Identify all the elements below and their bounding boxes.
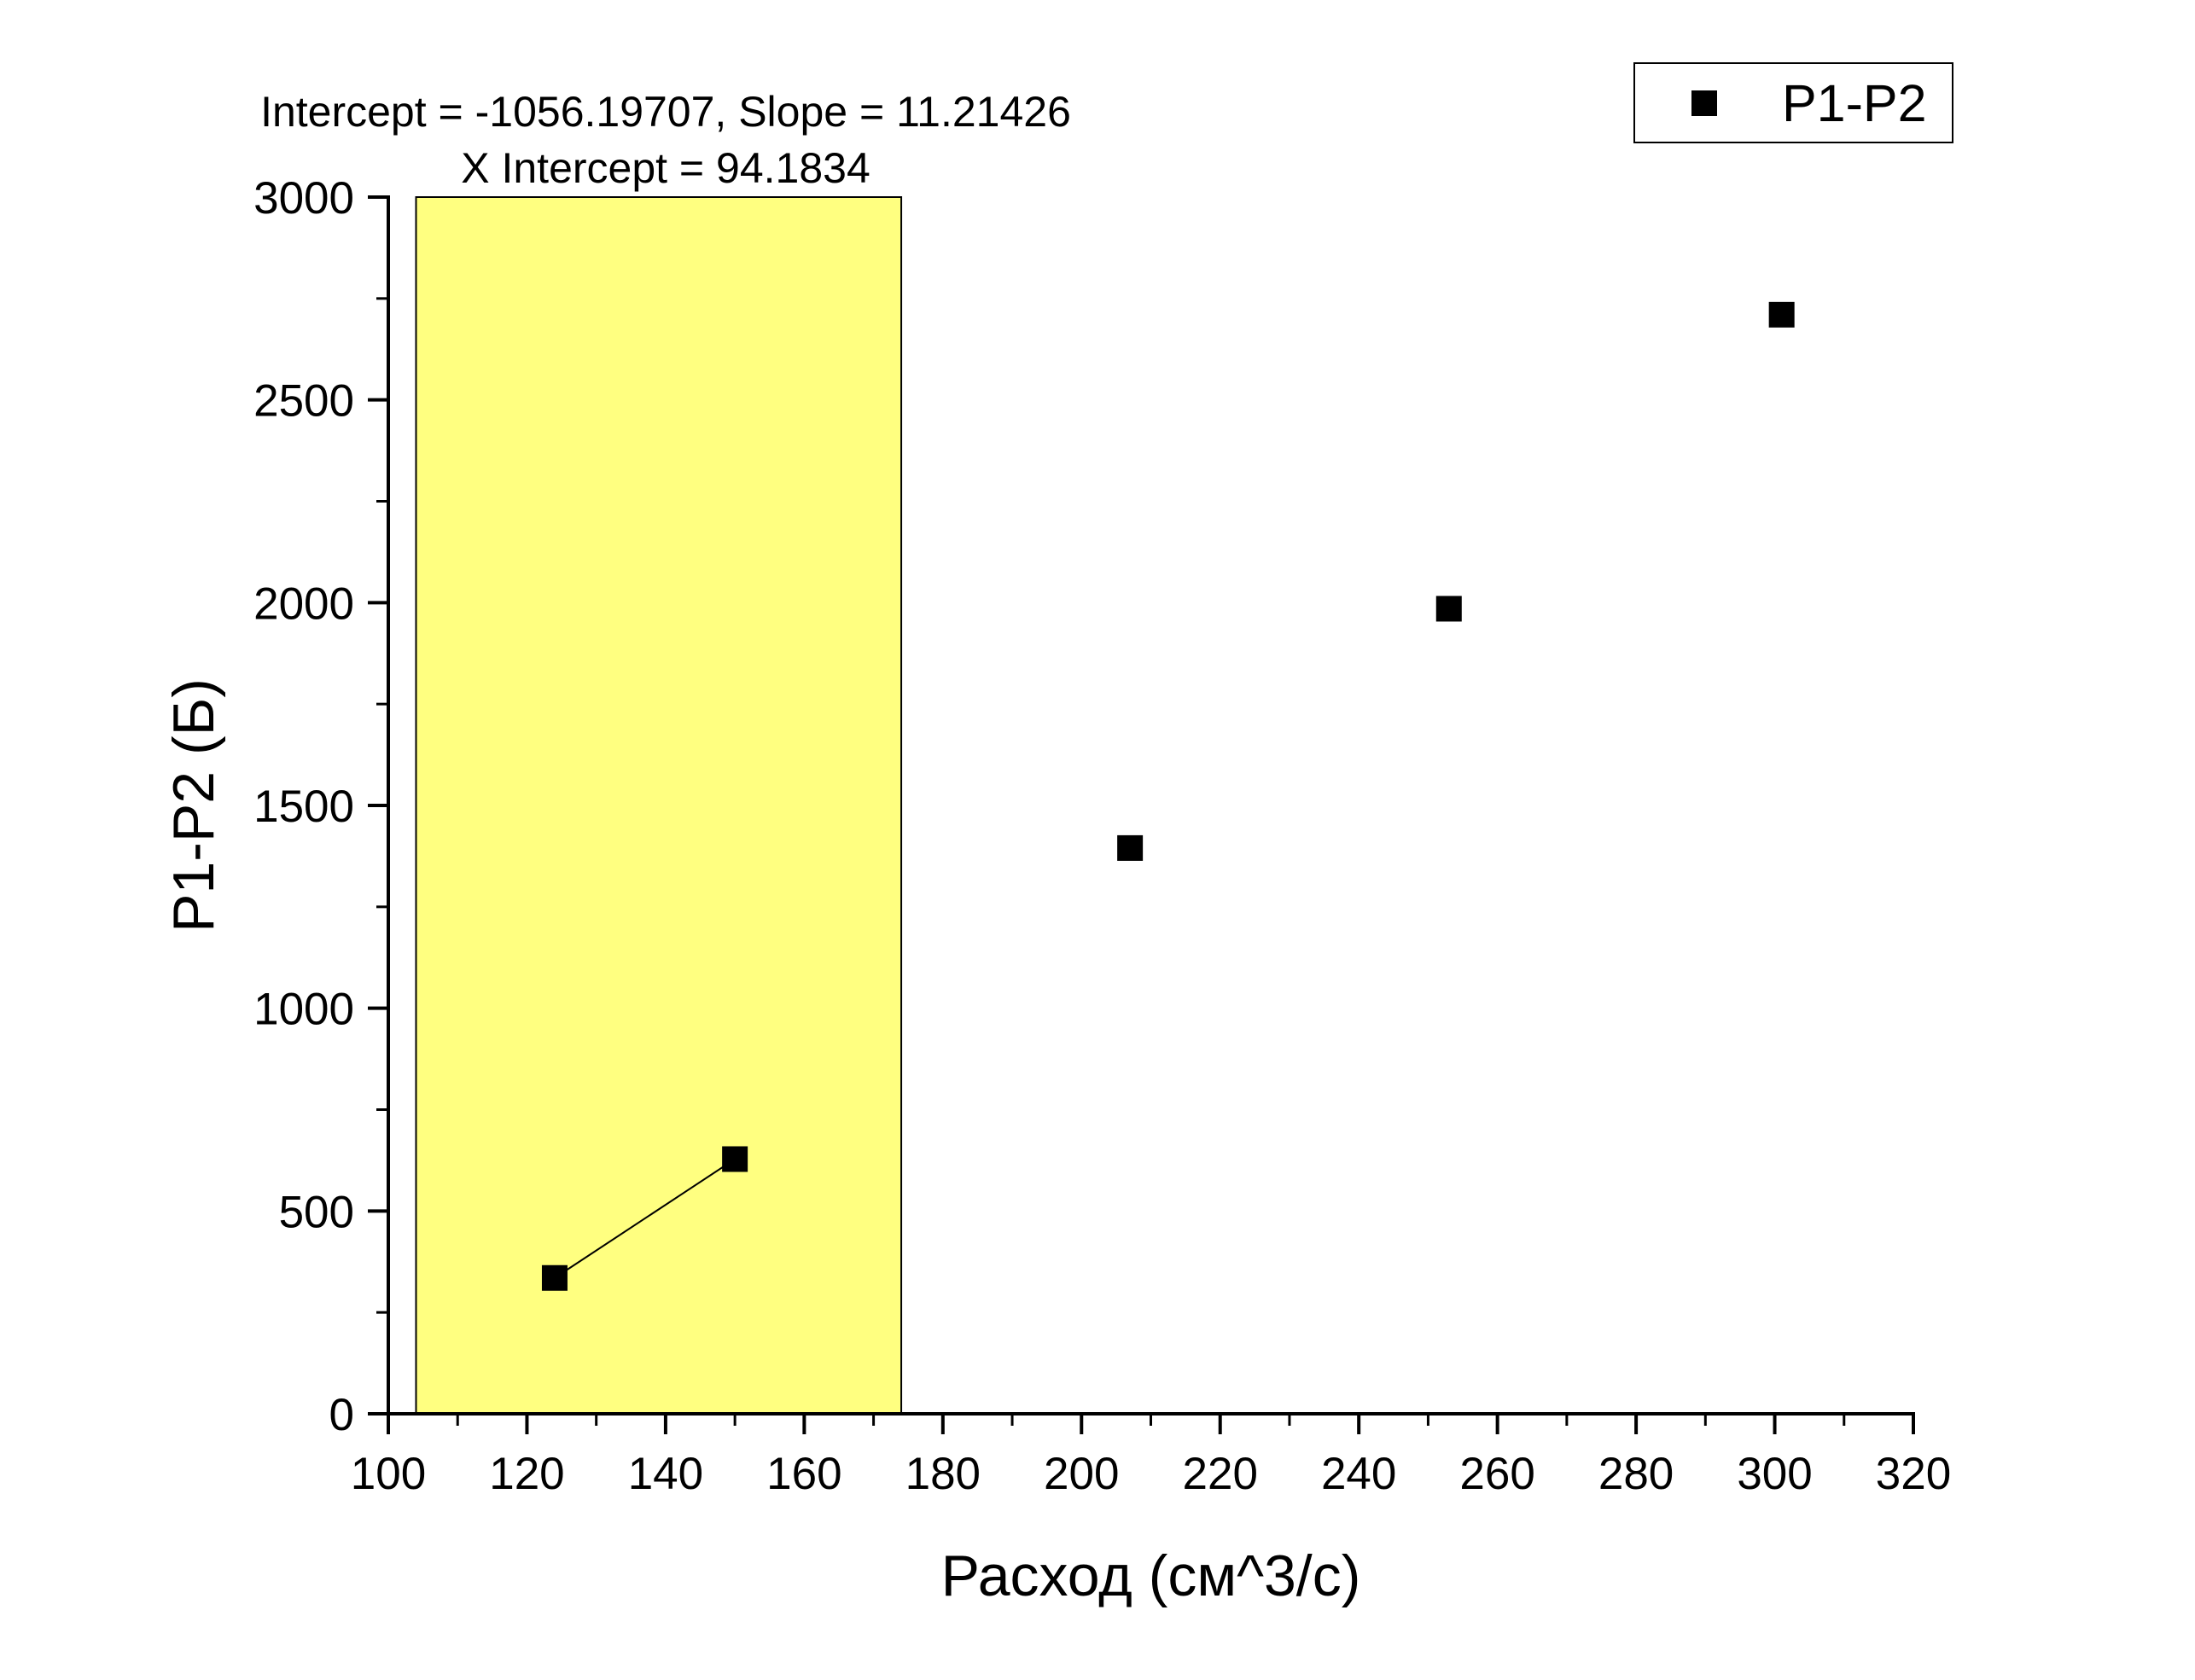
x-tick-label: 140 bbox=[628, 1449, 703, 1499]
data-point bbox=[1117, 834, 1144, 861]
linear-fit-line bbox=[554, 1158, 736, 1279]
x-tick-label: 220 bbox=[1183, 1449, 1258, 1499]
y-axis-title: P1-P2 (Б) bbox=[161, 678, 226, 933]
data-point bbox=[1435, 596, 1462, 622]
x-tick-label: 100 bbox=[351, 1449, 426, 1499]
y-tick-label: 2000 bbox=[253, 578, 354, 629]
x-tick-label: 200 bbox=[1044, 1449, 1119, 1499]
y-axis-major-ticks bbox=[368, 195, 388, 1416]
x-tick-label: 260 bbox=[1459, 1449, 1534, 1499]
x-axis-tick-labels: 100 120 140 160 180 200 220 240 260 280 300 320 bbox=[351, 1449, 1951, 1499]
data-point bbox=[722, 1146, 748, 1172]
x-tick-label: 160 bbox=[766, 1449, 841, 1499]
x-axis-minor-ticks bbox=[456, 1414, 1846, 1426]
y-axis-tick-labels: 0 500 1000 1500 2000 2500 3000 bbox=[253, 173, 354, 1440]
fit-annotation-line1: Intercept = -1056.19707, Slope = 11.2142… bbox=[260, 88, 1071, 136]
fit-annotation-line2: X Intercept = 94.1834 bbox=[461, 144, 870, 192]
x-tick-label: 240 bbox=[1321, 1449, 1396, 1499]
fit-range-region bbox=[415, 196, 903, 1415]
y-tick-label: 1500 bbox=[253, 782, 354, 832]
y-tick-label: 500 bbox=[279, 1187, 354, 1237]
legend-marker-square bbox=[1691, 90, 1717, 116]
x-tick-label: 280 bbox=[1598, 1449, 1674, 1499]
y-axis-minor-ticks bbox=[376, 297, 388, 1314]
y-tick-label: 0 bbox=[329, 1390, 354, 1440]
x-tick-label: 300 bbox=[1737, 1449, 1812, 1499]
legend-box bbox=[1633, 62, 1953, 143]
legend: P1-P2 bbox=[1633, 62, 1953, 143]
y-tick-label: 2500 bbox=[253, 376, 354, 427]
x-axis-title: Расход (см^3/с) bbox=[941, 1543, 1361, 1608]
x-tick-label: 120 bbox=[489, 1449, 564, 1499]
x-tick-label: 320 bbox=[1876, 1449, 1951, 1499]
x-tick-label: 180 bbox=[905, 1449, 981, 1499]
legend-label: P1-P2 bbox=[1782, 74, 1927, 132]
y-tick-label: 1000 bbox=[253, 985, 354, 1035]
x-axis-major-ticks bbox=[387, 1414, 1915, 1434]
data-point bbox=[541, 1264, 568, 1291]
y-tick-label: 3000 bbox=[253, 173, 354, 224]
data-point bbox=[1768, 301, 1795, 328]
data-points bbox=[541, 301, 1795, 1291]
